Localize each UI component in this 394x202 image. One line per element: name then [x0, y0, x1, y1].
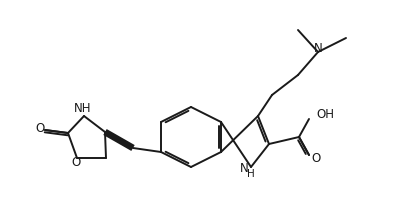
Text: N: N	[314, 41, 322, 55]
Text: O: O	[35, 121, 45, 135]
Text: OH: OH	[316, 108, 334, 121]
Text: O: O	[311, 152, 321, 164]
Text: H: H	[247, 169, 255, 179]
Text: O: O	[71, 156, 81, 168]
Text: NH: NH	[74, 102, 92, 116]
Text: N: N	[240, 162, 248, 175]
